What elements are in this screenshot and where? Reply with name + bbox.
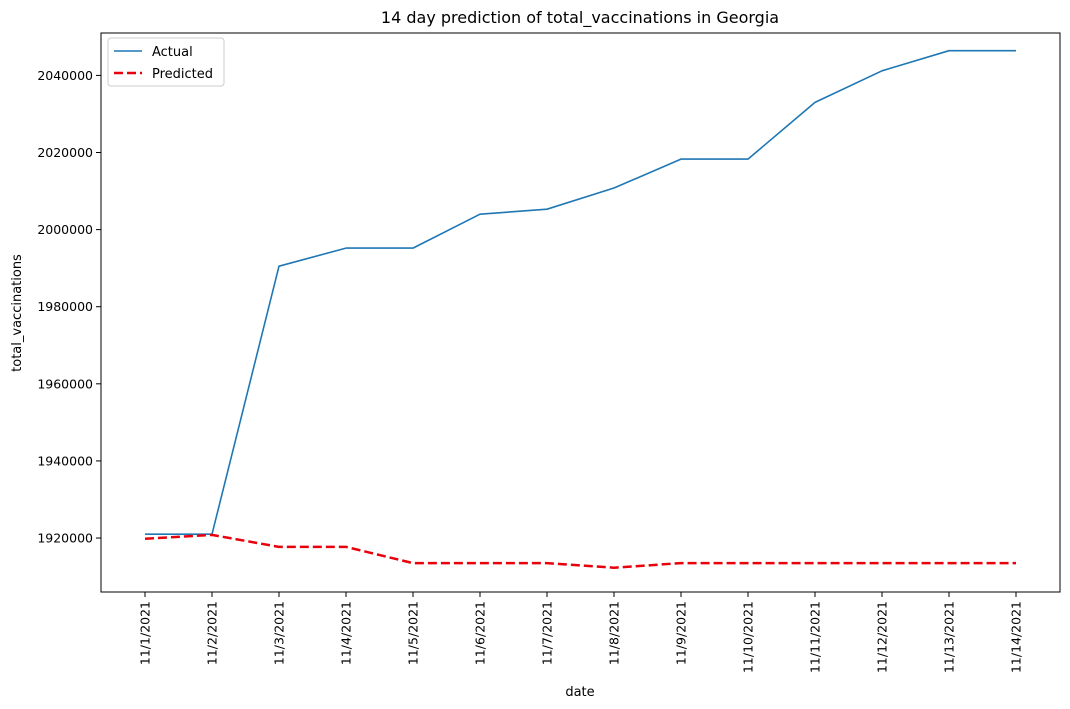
x-tick-label: 11/1/2021: [138, 601, 153, 665]
x-tick-label: 11/4/2021: [339, 601, 354, 665]
y-tick-label: 1980000: [37, 299, 93, 314]
plot-frame: [100, 32, 1061, 593]
y-tick-label: 2020000: [37, 145, 93, 160]
x-tick-label: 11/11/2021: [808, 601, 823, 673]
x-tick-label: 11/12/2021: [875, 601, 890, 673]
legend-label-actual: Actual: [152, 45, 193, 60]
y-axis-label: total_vaccinations: [10, 254, 25, 372]
chart-title: 14 day prediction of total_vaccinations …: [381, 8, 779, 28]
x-tick-label: 11/13/2021: [942, 601, 957, 673]
x-tick-label: 11/2/2021: [205, 601, 220, 665]
x-axis-label: date: [565, 685, 594, 700]
x-tick-label: 11/9/2021: [674, 601, 689, 665]
y-tick-label: 1940000: [37, 453, 93, 468]
x-tick-label: 11/10/2021: [741, 601, 756, 673]
series-line-predicted: [144, 533, 1016, 569]
x-tick-label: 11/5/2021: [406, 601, 421, 665]
plot-area: 1920000 1940000 1960000 1980000 2000000 20200…: [37, 32, 1061, 673]
y-tick-label: 2000000: [37, 222, 93, 237]
y-tick-label: 2040000: [37, 68, 93, 83]
legend-label-predicted: Predicted: [152, 67, 213, 82]
series-line-actual: [145, 49, 1016, 536]
x-tick-label: 11/3/2021: [272, 601, 287, 665]
x-tick-label: 11/14/2021: [1009, 601, 1024, 673]
x-tick-label: 11/7/2021: [540, 601, 555, 665]
x-tick-label: 11/6/2021: [473, 601, 488, 665]
y-tick-label: 1960000: [37, 376, 93, 391]
y-tick-label: 1920000: [37, 531, 93, 546]
x-tick-label: 11/8/2021: [607, 601, 622, 665]
legend-box: [107, 37, 225, 87]
